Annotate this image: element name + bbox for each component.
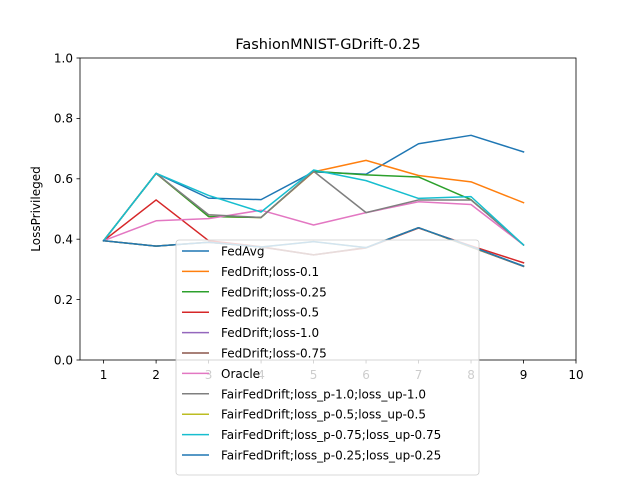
legend-label-2: FedDrift;loss-0.25 xyxy=(221,285,327,299)
legend-label-6: Oracle xyxy=(221,367,260,381)
legend-label-7: FairFedDrift;loss_p-1.0;loss_up-1.0 xyxy=(221,387,426,401)
series-line-7 xyxy=(102,170,525,246)
chart-title: FashionMNIST-GDrift-0.25 xyxy=(235,37,420,53)
y-tick-label: 0.6 xyxy=(54,172,73,186)
legend-label-3: FedDrift;loss-0.5 xyxy=(221,306,319,320)
legend-label-0: FedAvg xyxy=(221,245,264,259)
x-tick-label: 1 xyxy=(100,368,108,382)
y-tick-label: 0.4 xyxy=(54,233,73,247)
y-tick-label: 1.0 xyxy=(54,51,73,65)
legend-label-10: FairFedDrift;loss_p-0.25;loss_up-0.25 xyxy=(221,449,441,463)
legend-label-8: FairFedDrift;loss_p-0.5;loss_up-0.5 xyxy=(221,408,426,422)
x-tick-label: 2 xyxy=(152,368,160,382)
y-axis-label: LossPrivileged xyxy=(29,166,43,251)
y-tick-label: 0.2 xyxy=(54,293,73,307)
y-tick-label: 0.0 xyxy=(54,353,73,367)
series-line-9 xyxy=(102,169,525,246)
series-line-6 xyxy=(102,201,525,246)
legend-label-5: FedDrift;loss-0.75 xyxy=(221,347,327,361)
y-tick-label: 0.8 xyxy=(54,112,73,126)
legend-label-9: FairFedDrift;loss_p-0.75;loss_up-0.75 xyxy=(221,428,441,442)
legend: FedAvg FedDrift;loss-0.1 FedDrift;loss-0.2… xyxy=(175,239,480,476)
legend-label-1: FedDrift;loss-0.1 xyxy=(221,265,319,279)
x-tick-label: 10 xyxy=(568,368,583,382)
legend-label-4: FedDrift;loss-1.0 xyxy=(221,326,319,340)
y-axis: 0.0 0.2 0.4 0.6 0.8 1.0 xyxy=(54,51,80,367)
x-tick-label: 9 xyxy=(520,368,528,382)
legend-box xyxy=(175,239,480,476)
